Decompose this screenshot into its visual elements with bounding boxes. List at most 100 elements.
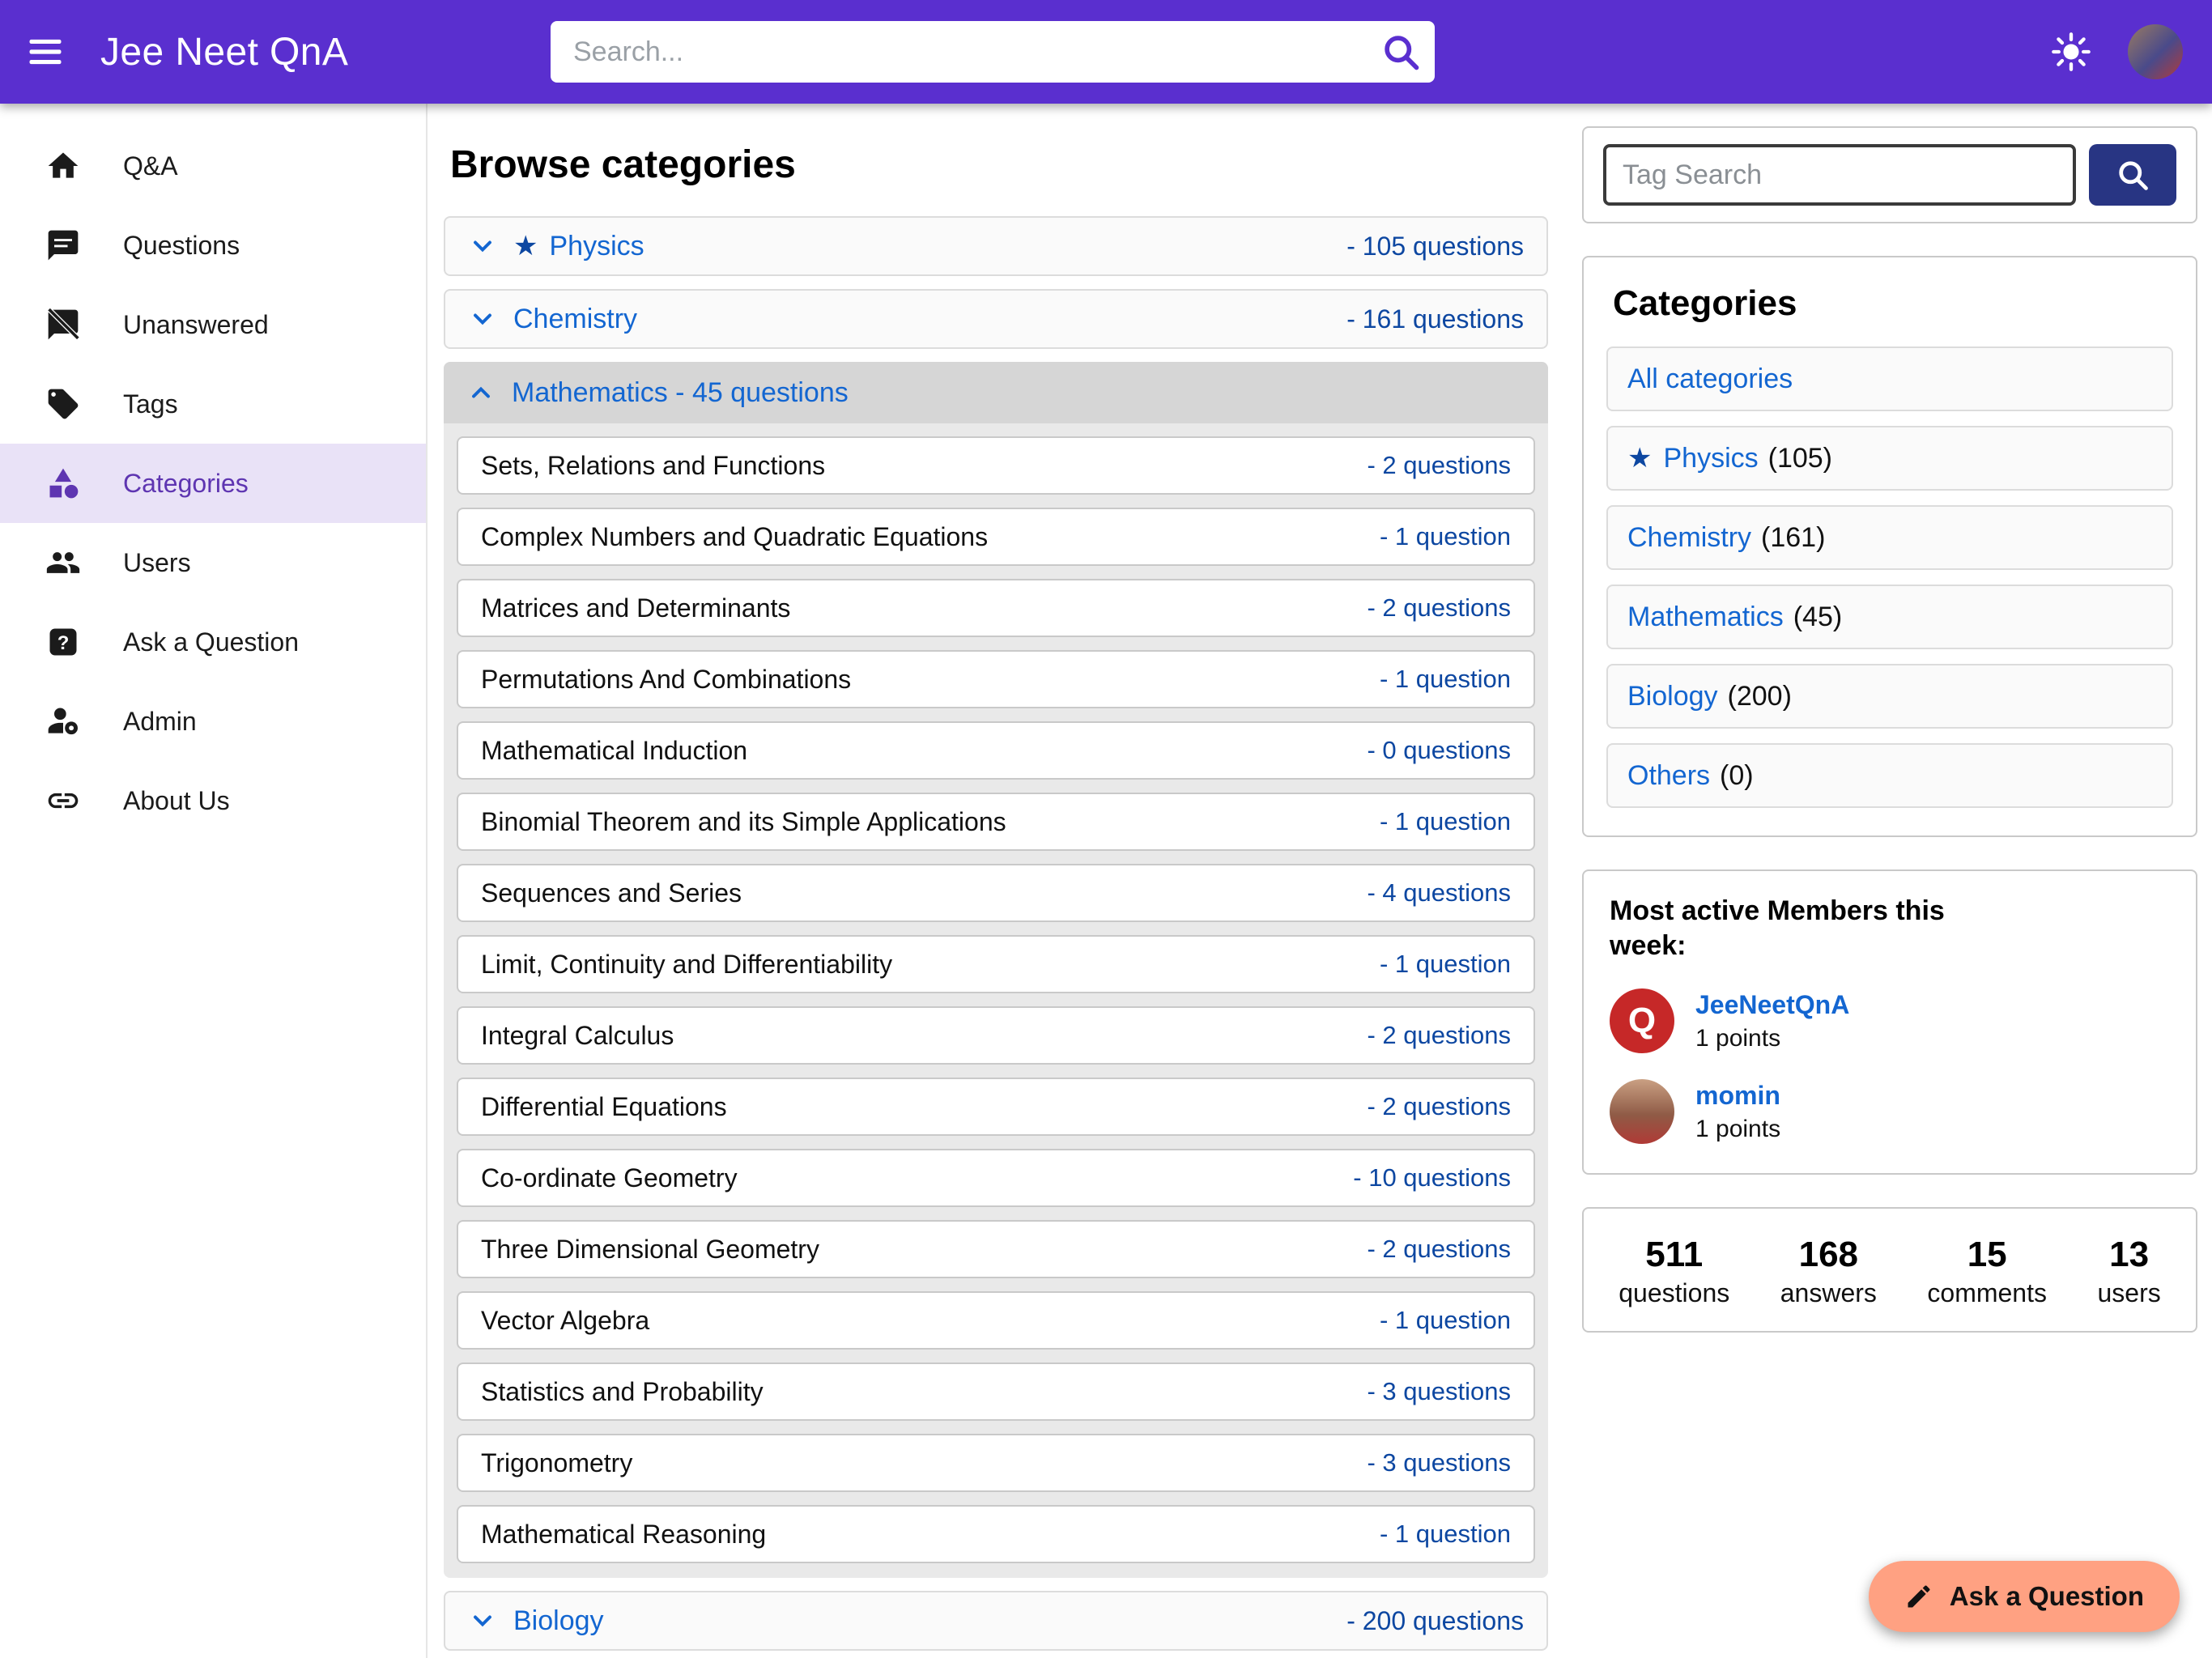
- subcategory-link[interactable]: Binomial Theorem and its Simple Applicat…: [481, 806, 1006, 836]
- subcategory-row[interactable]: Mathematical Induction - 0 questions: [457, 721, 1535, 780]
- subcategory-link[interactable]: Differential Equations: [481, 1091, 727, 1121]
- subcategory-link[interactable]: Three Dimensional Geometry: [481, 1234, 819, 1264]
- chevron-down-icon[interactable]: [468, 1606, 497, 1635]
- categories-card-title: Categories: [1613, 283, 1797, 323]
- category-row-physics[interactable]: ★ Physics - 105 questions: [444, 216, 1548, 276]
- subcategory-row[interactable]: Differential Equations - 2 questions: [457, 1078, 1535, 1136]
- categories-card-item-others[interactable]: Others (0): [1606, 743, 2173, 808]
- subcategory-link[interactable]: Trigonometry: [481, 1448, 633, 1477]
- subcategory-row[interactable]: Sets, Relations and Functions - 2 questi…: [457, 436, 1535, 495]
- subcategory-count: - 2 questions: [1367, 451, 1512, 479]
- sidebar-item-ask-question[interactable]: ? Ask a Question: [0, 602, 426, 682]
- category-row-mathematics-expanded[interactable]: Mathematics - 45 questions: [444, 362, 1548, 423]
- category-row-biology[interactable]: Biology - 200 questions: [444, 1591, 1548, 1651]
- categories-card-item-biology[interactable]: Biology (200): [1606, 664, 2173, 729]
- subcategory-count: - 4 questions: [1367, 878, 1512, 907]
- category-link[interactable]: Chemistry: [1627, 521, 1752, 553]
- chevron-down-icon[interactable]: [468, 232, 497, 261]
- subcategory-row[interactable]: Trigonometry - 3 questions: [457, 1434, 1535, 1492]
- people-icon: [46, 552, 80, 573]
- app-header: Jee Neet QnA: [0, 0, 2212, 104]
- categories-card-item-physics[interactable]: ★ Physics (105): [1606, 426, 2173, 491]
- member-avatar[interactable]: Q: [1610, 988, 1674, 1053]
- categories-card-item-mathematics[interactable]: Mathematics (45): [1606, 585, 2173, 649]
- home-icon: [48, 152, 79, 178]
- category-link[interactable]: All categories: [1627, 363, 1793, 394]
- brightness-toggle-icon[interactable]: [2050, 31, 2092, 73]
- member-name-link[interactable]: momin: [1695, 1080, 1780, 1110]
- sidebar-item-label: Ask a Question: [123, 627, 299, 657]
- sidebar-item-label: Users: [123, 547, 191, 577]
- category-link[interactable]: Others: [1627, 759, 1711, 791]
- subcategory-row[interactable]: Co-ordinate Geometry - 10 questions: [457, 1149, 1535, 1207]
- subcategory-link[interactable]: Permutations And Combinations: [481, 664, 852, 694]
- admin-icon: [48, 708, 78, 735]
- subcategory-row[interactable]: Permutations And Combinations - 1 questi…: [457, 650, 1535, 708]
- subcategory-row[interactable]: Three Dimensional Geometry - 2 questions: [457, 1220, 1535, 1278]
- link-icon: [48, 793, 79, 809]
- subcategory-link[interactable]: Co-ordinate Geometry: [481, 1163, 738, 1192]
- tag-search-button[interactable]: [2089, 144, 2176, 206]
- sidebar-item-label: Q&A: [123, 151, 178, 181]
- sidebar-item-unanswered[interactable]: Unanswered: [0, 285, 426, 364]
- chevron-down-icon[interactable]: [468, 304, 497, 334]
- app-title: Jee Neet QnA: [100, 30, 349, 74]
- subcategory-link[interactable]: Complex Numbers and Quadratic Equations: [481, 521, 989, 551]
- subcategory-row[interactable]: Complex Numbers and Quadratic Equations …: [457, 508, 1535, 566]
- category-link[interactable]: Biology: [513, 1605, 604, 1636]
- subcategory-row[interactable]: Sequences and Series - 4 questions: [457, 864, 1535, 922]
- sidebar-item-tags[interactable]: Tags: [0, 364, 426, 444]
- subcategory-row[interactable]: Limit, Continuity and Differentiability …: [457, 935, 1535, 993]
- subcategory-count: - 2 questions: [1367, 1021, 1512, 1049]
- subcategory-row[interactable]: Matrices and Determinants - 2 questions: [457, 579, 1535, 637]
- subcategory-link[interactable]: Statistics and Probability: [481, 1376, 764, 1406]
- subcategory-link[interactable]: Vector Algebra: [481, 1305, 650, 1335]
- category-count: (161): [1761, 521, 1826, 553]
- subcategory-row[interactable]: Binomial Theorem and its Simple Applicat…: [457, 793, 1535, 851]
- category-link[interactable]: Mathematics: [1627, 601, 1784, 632]
- subcategory-row[interactable]: Statistics and Probability - 3 questions: [457, 1363, 1535, 1421]
- active-members-title: Most active Members this week:: [1610, 895, 1945, 961]
- category-link[interactable]: Physics: [1663, 442, 1759, 474]
- member-row: momin 1 points: [1610, 1079, 2170, 1144]
- subcategory-row[interactable]: Vector Algebra - 1 question: [457, 1291, 1535, 1350]
- tag-search-input[interactable]: [1603, 144, 2076, 206]
- subcategory-link[interactable]: Sets, Relations and Functions: [481, 450, 826, 480]
- subcategory-row[interactable]: Mathematical Reasoning - 1 question: [457, 1505, 1535, 1563]
- member-avatar[interactable]: [1610, 1079, 1674, 1144]
- subcategory-link[interactable]: Mathematical Induction: [481, 735, 748, 765]
- search-input[interactable]: [573, 36, 1380, 68]
- category-count: (0): [1720, 759, 1754, 791]
- sidebar-item-qa[interactable]: Q&A: [0, 126, 426, 206]
- subcategory-link[interactable]: Mathematical Reasoning: [481, 1519, 767, 1549]
- chevron-up-icon[interactable]: [466, 378, 496, 407]
- category-count: - 161 questions: [1346, 304, 1524, 334]
- sidebar-nav: Q&A Questions Unanswered Tags Categories…: [0, 104, 428, 1658]
- categories-card-item-all[interactable]: All categories: [1606, 346, 2173, 411]
- category-link[interactable]: Biology: [1627, 680, 1718, 712]
- ask-question-fab[interactable]: Ask a Question: [1868, 1561, 2180, 1632]
- category-link[interactable]: Mathematics - 45 questions: [512, 376, 849, 408]
- categories-card-item-chemistry[interactable]: Chemistry (161): [1606, 505, 2173, 570]
- subcategory-link[interactable]: Limit, Continuity and Differentiability: [481, 949, 893, 979]
- search-icon[interactable]: [1380, 31, 1422, 73]
- pencil-icon: [1908, 1585, 1930, 1608]
- category-count: - 200 questions: [1346, 1605, 1524, 1635]
- category-link[interactable]: Chemistry: [513, 303, 638, 334]
- category-link[interactable]: Physics: [549, 230, 644, 261]
- sidebar-item-categories[interactable]: Categories: [0, 444, 426, 523]
- subcategory-link[interactable]: Sequences and Series: [481, 878, 742, 908]
- sidebar-item-users[interactable]: Users: [0, 523, 426, 602]
- sidebar-item-admin[interactable]: Admin: [0, 682, 426, 761]
- sidebar-item-about-us[interactable]: About Us: [0, 761, 426, 840]
- member-name-link[interactable]: JeeNeetQnA: [1695, 989, 1850, 1019]
- subcategory-link[interactable]: Matrices and Determinants: [481, 593, 791, 623]
- subcategory-count: - 1 question: [1380, 1520, 1511, 1548]
- sidebar-item-questions[interactable]: Questions: [0, 206, 426, 285]
- subcategory-row[interactable]: Integral Calculus - 2 questions: [457, 1006, 1535, 1065]
- subcategory-link[interactable]: Integral Calculus: [481, 1020, 674, 1050]
- menu-button[interactable]: [0, 0, 91, 104]
- category-row-chemistry[interactable]: Chemistry - 161 questions: [444, 289, 1548, 349]
- user-avatar[interactable]: [2128, 24, 2183, 79]
